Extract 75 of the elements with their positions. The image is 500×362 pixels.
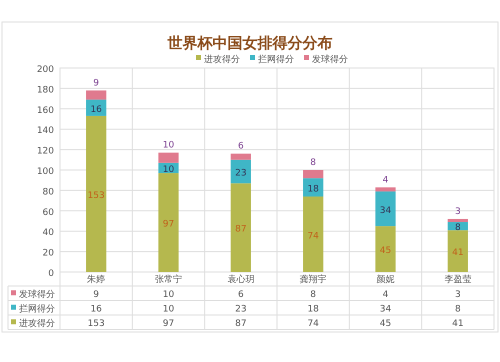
value-label: 9	[93, 78, 100, 88]
value-label: 153	[88, 190, 105, 201]
legend-label: 发球得分	[312, 54, 348, 65]
value-label: 97	[162, 220, 174, 230]
bar	[230, 154, 251, 160]
text: 10	[162, 304, 174, 314]
text: 41	[452, 318, 464, 329]
x-tick-label: 朱婷	[87, 274, 106, 285]
text: 拦网得分	[19, 304, 55, 314]
text: 153	[88, 318, 105, 329]
y-tick-label: 40	[42, 228, 54, 238]
text: 34	[380, 304, 392, 314]
value-label: 41	[452, 248, 464, 258]
y-tick-label: 180	[36, 85, 54, 96]
legend-label: 进攻得分	[204, 54, 240, 65]
bar	[230, 160, 251, 184]
bar	[375, 187, 396, 192]
value-label: 87	[235, 224, 247, 235]
text: 97	[162, 318, 174, 329]
text: 16	[90, 304, 102, 314]
bar	[86, 100, 106, 116]
value-label: 3	[454, 206, 461, 217]
text: 10	[162, 290, 174, 300]
value-label: 74	[307, 231, 319, 242]
text: 3	[454, 290, 461, 300]
text: 87	[235, 318, 247, 329]
value-label: 34	[380, 206, 392, 216]
text: 23	[235, 304, 247, 314]
text: 9	[93, 290, 100, 300]
text: 发球得分	[19, 290, 55, 300]
y-tick-label: 200	[36, 65, 54, 75]
text: 74	[307, 318, 320, 329]
text: 6	[238, 290, 244, 300]
bar	[448, 230, 468, 272]
text: 45	[380, 318, 392, 329]
x-tick-label: 张常宁	[155, 274, 182, 285]
y-tick-label: 140	[36, 126, 54, 136]
bar	[303, 196, 324, 272]
value-label: 45	[380, 246, 392, 256]
bar	[158, 173, 179, 272]
x-tick-label: 袁心玥	[227, 274, 254, 285]
bar	[303, 178, 324, 197]
bar	[375, 191, 396, 226]
value-label: 10	[162, 140, 174, 151]
value-label: 8	[310, 158, 316, 168]
bar	[448, 218, 468, 222]
value-label: 16	[90, 104, 102, 115]
legend-label: 拦网得分	[258, 54, 294, 65]
text: 4	[382, 290, 389, 300]
text: 8	[454, 304, 461, 314]
value-label: 4	[382, 175, 388, 186]
y-tick-label: 100	[36, 167, 54, 177]
x-tick-label: 颜妮	[376, 274, 394, 285]
value-label: 6	[238, 142, 244, 152]
bar	[303, 170, 324, 178]
bar	[230, 183, 251, 272]
text: 8	[310, 290, 316, 300]
y-tick-label: 120	[36, 146, 54, 157]
y-tick-label: 80	[42, 187, 54, 198]
text: 18	[307, 304, 320, 314]
chart-title: 世界杯中国女排得分分布	[166, 34, 332, 52]
y-tick-label: 20	[42, 248, 54, 259]
value-label: 18	[307, 184, 319, 194]
x-tick-label: 龚翔宇	[300, 274, 327, 285]
bar	[375, 226, 396, 272]
y-tick-label: 160	[36, 106, 54, 116]
bar	[86, 116, 106, 272]
bar	[86, 90, 106, 100]
x-tick-label: 李盈莹	[444, 274, 472, 285]
y-tick-label: 60	[42, 208, 54, 218]
bar	[158, 152, 179, 163]
value-label: 10	[162, 164, 174, 175]
y-tick-label: 0	[48, 269, 54, 279]
value-label: 23	[235, 168, 247, 179]
text: 进攻得分	[19, 318, 55, 329]
